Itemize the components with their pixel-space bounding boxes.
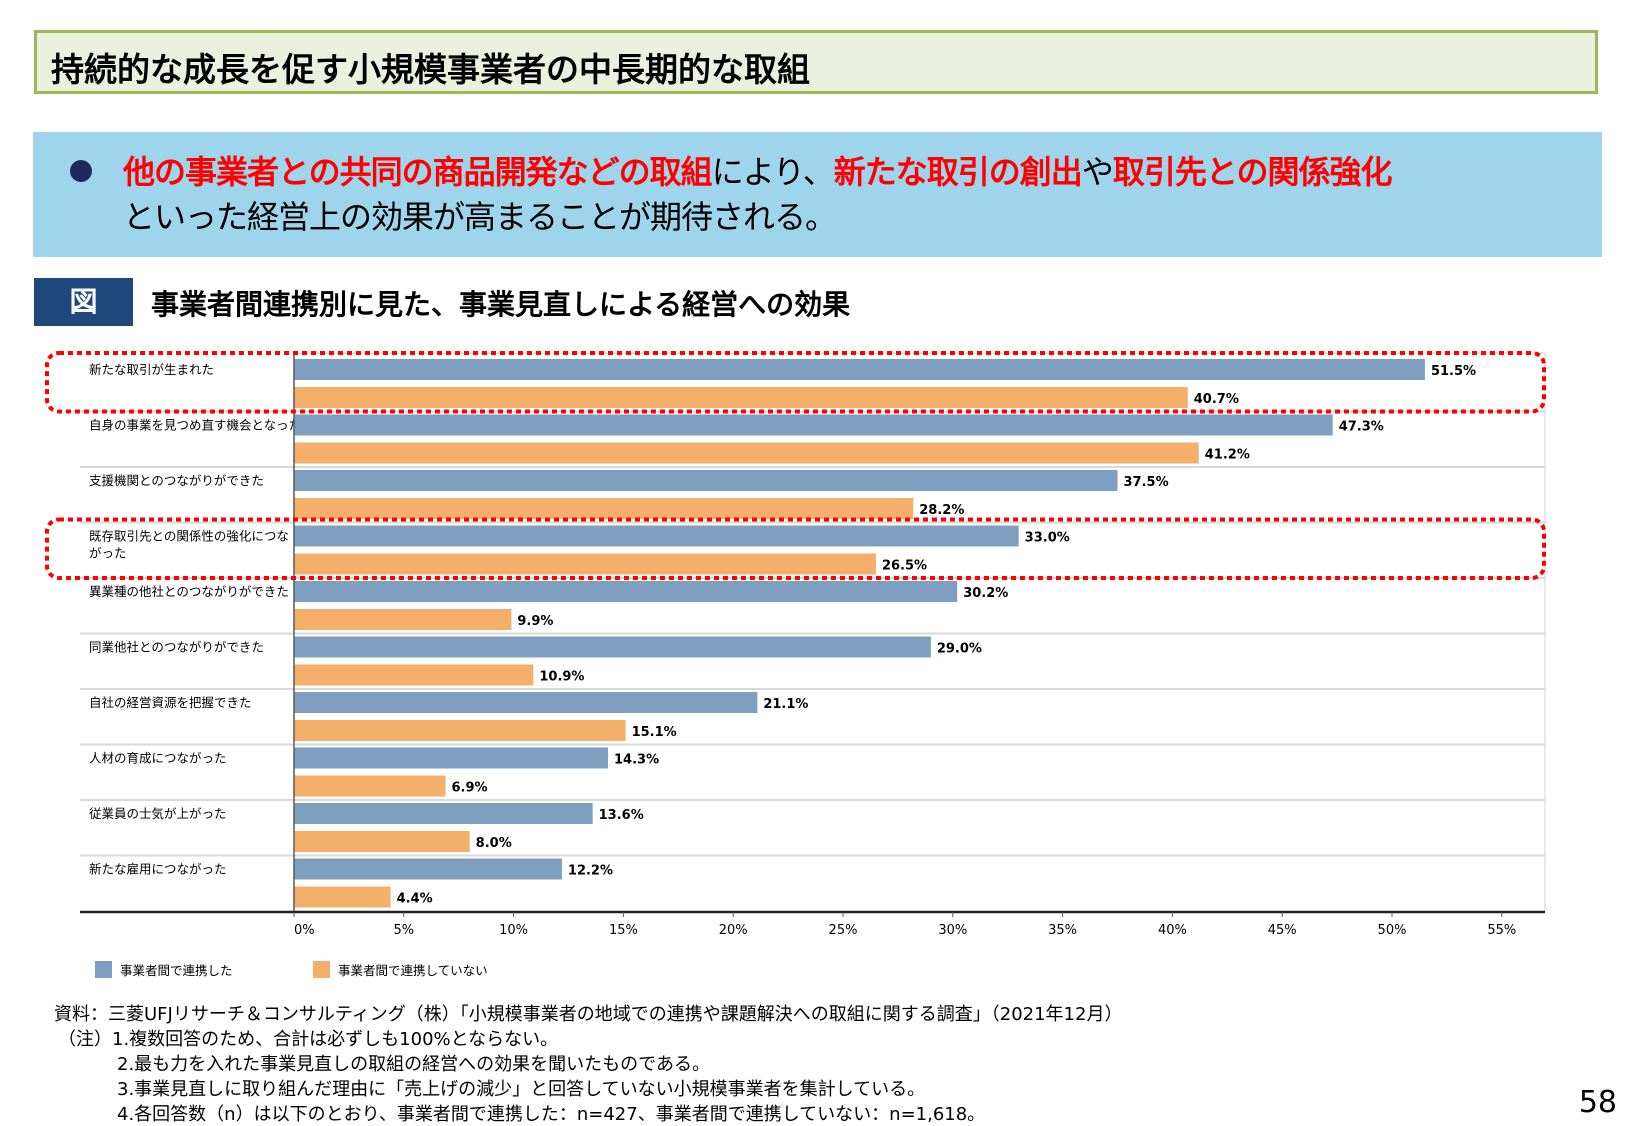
category-label: 新たな取引が生まれた [89, 362, 214, 377]
category-label: 自社の経営資源を把握できた [89, 695, 252, 710]
bar [294, 414, 1333, 436]
tick-label: 15% [609, 923, 638, 938]
data-label: 14.3% [614, 753, 659, 768]
bar [294, 886, 391, 908]
tick-label: 25% [829, 923, 858, 938]
category-label: 新たな雇用につながった [89, 862, 227, 877]
data-label: 12.2% [568, 864, 613, 879]
category-label: 同業他社とのつながりができた [89, 640, 264, 655]
summary-line-1: 他の事業者との共同の商品開発などの取組により、新たな取引の創出や取引先との関係強… [123, 147, 1392, 193]
bar [294, 803, 593, 824]
tick-label: 55% [1487, 923, 1516, 938]
data-label: 40.7% [1194, 392, 1239, 407]
note-1: （注）1.複数回答のため、合計は必ずしも100%とならない。 [58, 1029, 559, 1050]
legend-label: 事業者間で連携していない [338, 963, 488, 978]
data-label: 47.3% [1339, 420, 1384, 435]
data-label: 28.2% [919, 503, 964, 518]
data-label: 30.2% [963, 586, 1008, 601]
tick-label: 50% [1378, 923, 1407, 938]
data-label: 10.9% [539, 670, 584, 685]
bar [294, 525, 1019, 547]
bar [294, 387, 1188, 408]
data-label: 41.2% [1205, 448, 1250, 463]
category-label: 従業員の士気が上がった [89, 806, 227, 821]
bar [294, 498, 914, 519]
tick-label: 10% [499, 923, 528, 938]
note-4: 4.各回答数（n）は以下のとおり、事業者間で連携した：n=427、事業者間で連携… [117, 1104, 986, 1125]
legend-label: 事業者間で連携した [120, 963, 233, 978]
bar [294, 470, 1118, 491]
legend-swatch [313, 961, 330, 978]
page-title-box: 持続的な成長を促す小規模事業者の中長期的な取組 [34, 30, 1598, 94]
bar [294, 858, 562, 880]
data-label: 4.4% [397, 892, 433, 907]
tick-label: 0% [294, 923, 315, 938]
summary-banner [33, 132, 1602, 257]
summary-line-2: といった経営上の効果が高まることが期待される。 [123, 198, 837, 236]
bar [294, 442, 1199, 464]
data-label: 8.0% [476, 836, 512, 851]
category-label: 自身の事業を見つめ直す機会となった [89, 418, 301, 433]
tick-label: 5% [393, 923, 414, 938]
data-label: 13.6% [599, 808, 644, 823]
bar [294, 359, 1425, 380]
bar [294, 747, 609, 769]
data-label: 51.5% [1431, 364, 1476, 379]
bullet-icon [70, 160, 92, 182]
bar [294, 553, 876, 575]
data-label: 21.1% [763, 697, 808, 712]
data-label: 29.0% [937, 642, 982, 657]
tick-label: 20% [719, 923, 748, 938]
summary-segment: により、 [711, 153, 835, 191]
note-2: 2.最も力を入れた事業見直しの取組の経営への効果を聞いたものである。 [117, 1054, 710, 1075]
tick-label: 40% [1158, 923, 1187, 938]
category-label: 既存取引先との関係性の強化につながった [89, 529, 289, 561]
tick-label: 35% [1048, 923, 1077, 938]
data-label: 6.9% [452, 781, 488, 796]
category-label: 人材の育成につながった [89, 751, 227, 766]
data-label: 26.5% [882, 559, 927, 574]
page-number: 58 [1578, 1085, 1617, 1120]
data-label: 37.5% [1124, 475, 1169, 490]
source-note: 資料：三菱UFJリサーチ＆コンサルティング（株）「小規模事業者の地域での連携や課… [54, 1004, 1123, 1025]
note-3: 3.事業見直しに取り組んだ理由に「売上げの減少」と回答していない小規模事業者を集… [117, 1079, 926, 1100]
bar [294, 581, 958, 602]
highlight-box [45, 517, 1546, 580]
bar [294, 775, 446, 797]
legend-swatch [95, 961, 112, 978]
bar [294, 664, 534, 686]
category-label: 異業種の他社とのつながりができた [89, 584, 289, 599]
summary-segment: 新たな取引の創出 [833, 153, 1083, 191]
tick-label: 30% [938, 923, 967, 938]
data-label: 33.0% [1025, 531, 1070, 546]
data-label: 15.1% [632, 725, 677, 740]
bar [294, 636, 931, 658]
bar [294, 692, 758, 713]
category-label: 支援機関とのつながりができた [89, 473, 264, 488]
page-title: 持続的な成長を促す小規模事業者の中長期的な取組 [51, 50, 810, 89]
bar [294, 609, 512, 630]
bar [294, 831, 470, 852]
summary-segment: 取引先との関係強化 [1112, 153, 1393, 191]
bar [294, 720, 626, 741]
summary-segment: 他の事業者との共同の商品開発などの取組 [123, 153, 713, 191]
figure-tag: 図 [34, 278, 133, 326]
summary-segment: や [1081, 153, 1114, 191]
highlight-box [45, 351, 1546, 414]
tick-label: 45% [1268, 923, 1297, 938]
figure-title: 事業者間連携別に見た、事業見直しによる経営への効果 [151, 288, 851, 321]
data-label: 9.9% [517, 614, 553, 629]
